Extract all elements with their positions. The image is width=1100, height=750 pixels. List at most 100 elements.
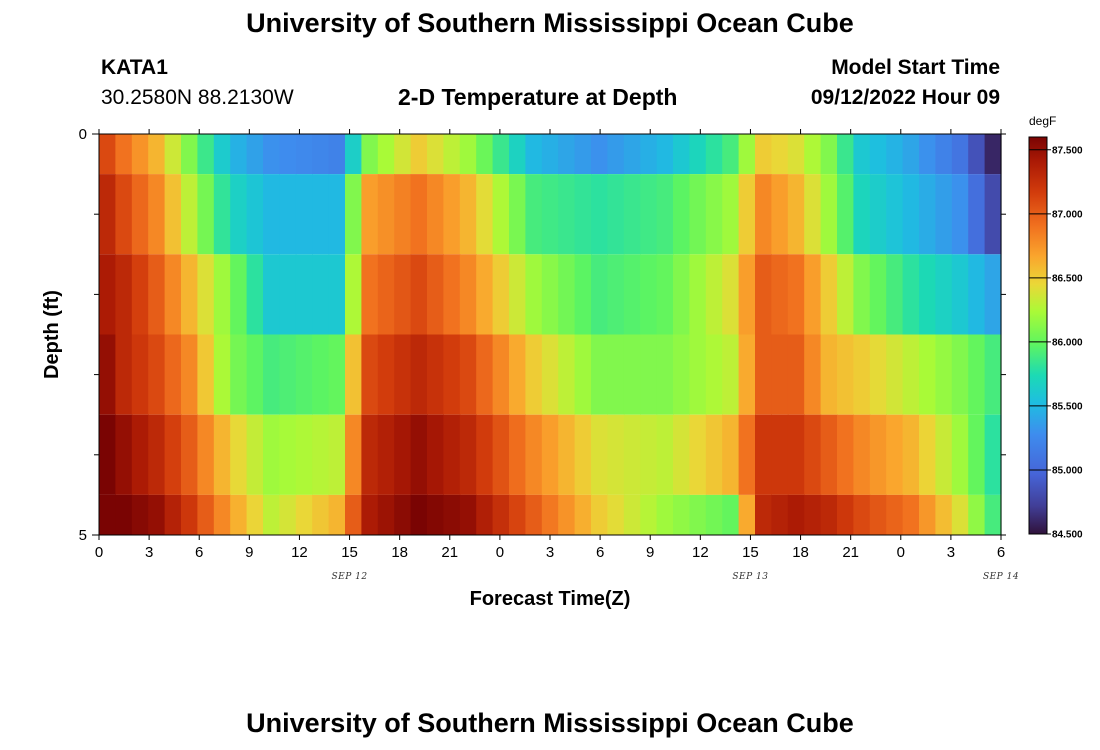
heatmap-cell: [525, 414, 543, 495]
heatmap-cell: [951, 134, 969, 175]
heatmap-cell: [509, 174, 526, 255]
heatmap-cell: [427, 494, 444, 535]
heatmap-cell: [869, 254, 887, 335]
heatmap-cell: [263, 334, 280, 415]
heatmap-cell: [591, 334, 608, 415]
heatmap-cell: [984, 494, 1002, 535]
heatmap-cell: [656, 254, 674, 335]
heatmap-cell: [722, 334, 740, 415]
heatmap-cell: [427, 334, 444, 415]
heatmap-cell: [886, 134, 904, 175]
heatmap-cell: [459, 414, 477, 495]
heatmap-cell: [246, 414, 264, 495]
heatmap-cell: [623, 174, 641, 255]
heatmap-cell: [574, 134, 592, 175]
x-tick-label: 0: [496, 544, 504, 561]
heatmap-cell: [853, 174, 871, 255]
heatmap-cell: [394, 254, 412, 335]
heatmap-cell: [115, 254, 133, 335]
bottom-title: University of Southern Mississippi Ocean…: [246, 708, 854, 738]
heatmap-cell: [591, 414, 608, 495]
heatmap-cell: [722, 174, 740, 255]
heatmap-cell: [459, 134, 477, 175]
heatmap-cell: [541, 134, 559, 175]
heatmap-cell: [689, 414, 707, 495]
heatmap-cell: [99, 174, 116, 255]
heatmap-cell: [213, 414, 231, 495]
heatmap-cell: [459, 174, 477, 255]
heatmap-cell: [295, 254, 313, 335]
heatmap-cell: [492, 134, 510, 175]
heatmap-cells: [99, 134, 1002, 535]
heatmap-cell: [623, 134, 641, 175]
heatmap-cell: [131, 174, 149, 255]
heatmap-cell: [164, 134, 182, 175]
heatmap-cell: [164, 334, 182, 415]
heatmap-cell: [427, 254, 444, 335]
heatmap-cell: [246, 334, 264, 415]
heatmap-cell: [541, 254, 559, 335]
heatmap-cell: [935, 494, 953, 535]
x-tick-label: 0: [95, 544, 103, 561]
heatmap-cell: [705, 174, 723, 255]
heatmap-cell: [968, 414, 986, 495]
heatmap-cell: [328, 134, 346, 175]
heatmap-cell: [263, 134, 280, 175]
heatmap-cell: [115, 174, 133, 255]
heatmap-cell: [623, 254, 641, 335]
heatmap-cell: [213, 174, 231, 255]
heatmap-cell: [164, 414, 182, 495]
heatmap-cell: [99, 414, 116, 495]
model-start-value: 09/12/2022 Hour 09: [810, 86, 1000, 109]
heatmap-cell: [738, 254, 756, 335]
heatmap-cell: [181, 174, 198, 255]
heatmap-cell: [377, 134, 395, 175]
heatmap-cell: [902, 334, 920, 415]
heatmap-cell: [705, 494, 723, 535]
heatmap-cell: [509, 414, 526, 495]
model-start-label: Model Start Time: [831, 56, 1000, 79]
heatmap-cell: [837, 134, 854, 175]
heatmap-cell: [361, 254, 379, 335]
heatmap-cell: [919, 174, 936, 255]
x-tick-label: 12: [692, 544, 709, 561]
y-tick-label: 5: [79, 527, 87, 544]
heatmap-cell: [771, 494, 789, 535]
heatmap-cell: [755, 254, 772, 335]
heatmap-cell: [328, 254, 346, 335]
heatmap-cell: [919, 134, 936, 175]
heatmap-cell: [410, 254, 428, 335]
heatmap-cell: [705, 254, 723, 335]
heatmap-cell: [902, 494, 920, 535]
heatmap-cell: [148, 414, 166, 495]
heatmap-cell: [181, 334, 198, 415]
date-label: SEP 14: [983, 572, 1019, 582]
heatmap-cell: [919, 414, 936, 495]
heatmap-cell: [197, 134, 215, 175]
chart-subtitle: 2-D Temperature at Depth: [398, 84, 678, 110]
heatmap-cell: [328, 334, 346, 415]
heatmap-cell: [574, 494, 592, 535]
heatmap-cell: [673, 134, 690, 175]
heatmap-cell: [574, 334, 592, 415]
heatmap-cell: [509, 254, 526, 335]
heatmap-cell: [443, 174, 461, 255]
heatmap-cell: [820, 334, 838, 415]
heatmap-cell: [246, 174, 264, 255]
heatmap-cell: [689, 134, 707, 175]
heatmap-cell: [804, 414, 822, 495]
heatmap-cell: [771, 334, 789, 415]
heatmap-cell: [148, 494, 166, 535]
heatmap-cell: [853, 334, 871, 415]
heatmap-cell: [213, 334, 231, 415]
x-axis-title: Forecast Time(Z): [470, 588, 631, 610]
heatmap-cell: [771, 174, 789, 255]
heatmap-cell: [181, 414, 198, 495]
heatmap-cell: [476, 334, 494, 415]
colorbar-tick-label: 86.500: [1052, 273, 1083, 284]
heatmap-cell: [919, 494, 936, 535]
heatmap-cell: [394, 174, 412, 255]
heatmap-cell: [279, 174, 297, 255]
heatmap-cell: [558, 134, 576, 175]
heatmap-cell: [853, 494, 871, 535]
